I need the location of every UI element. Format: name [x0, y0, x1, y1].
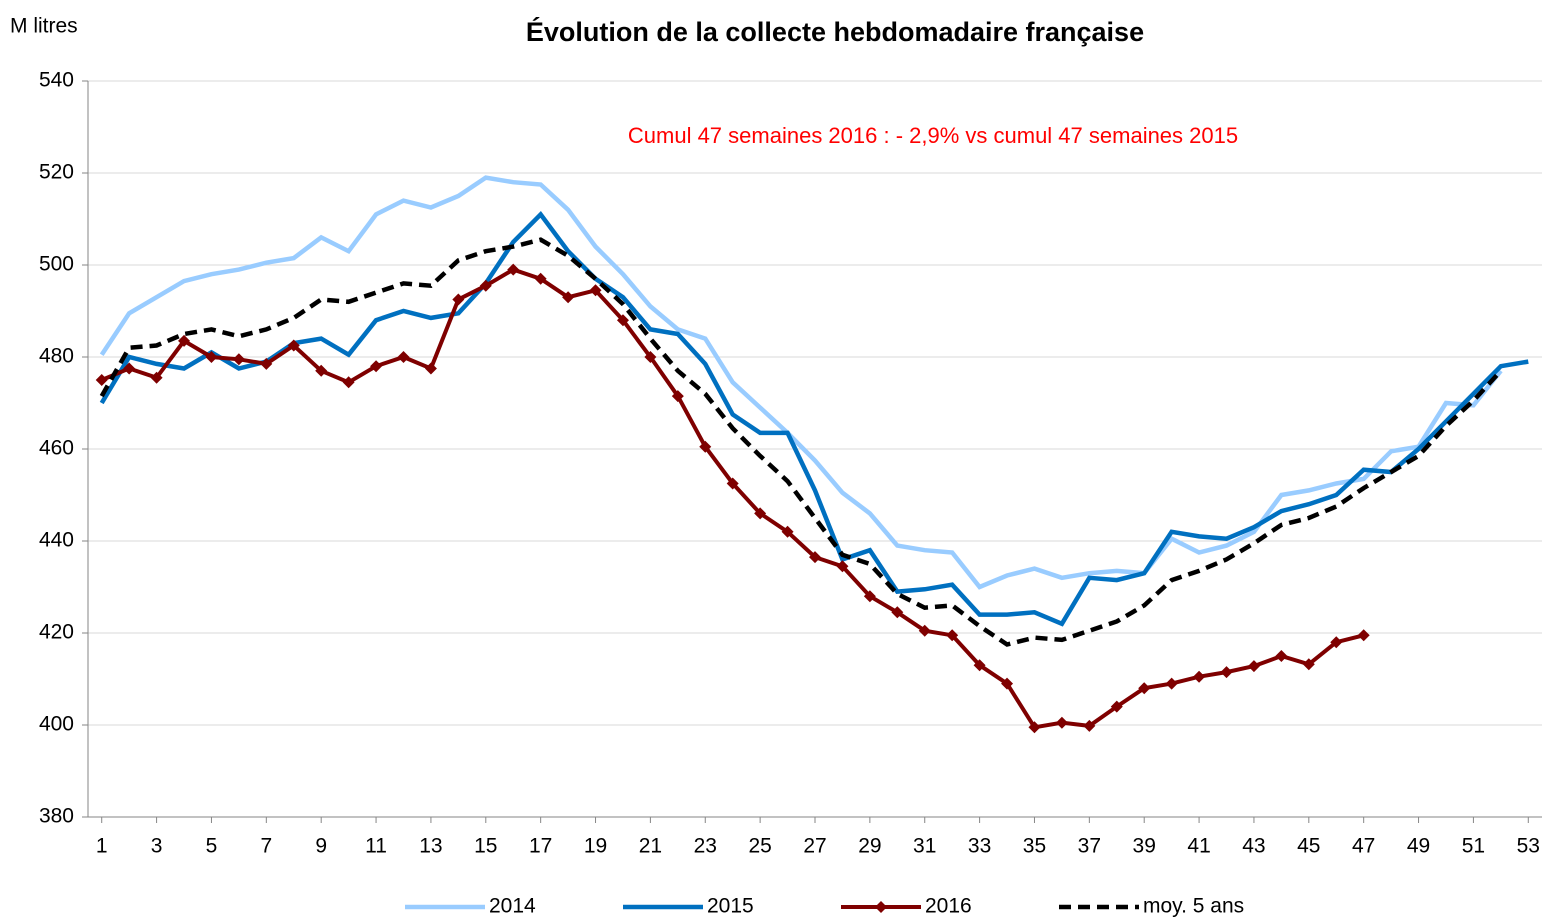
legend-label: moy. 5 ans — [1143, 895, 1244, 918]
legend-label: 2014 — [489, 895, 536, 918]
data-point — [507, 263, 520, 276]
data-point — [1138, 682, 1151, 695]
legend-marker — [875, 901, 887, 913]
data-point — [562, 291, 575, 304]
data-point — [863, 590, 876, 603]
data-point — [891, 606, 904, 619]
x-tick-label: 9 — [315, 835, 327, 858]
data-point — [1302, 658, 1315, 671]
data-point — [205, 351, 218, 363]
x-tick-label: 25 — [748, 835, 771, 858]
data-point — [95, 374, 108, 386]
x-tick-label: 27 — [803, 835, 826, 858]
series-line — [99, 237, 1503, 647]
data-point — [973, 659, 986, 672]
x-tick-label: 51 — [1462, 835, 1485, 858]
data-point — [836, 560, 849, 573]
x-tick-label: 7 — [260, 835, 272, 858]
x-tick-label: 31 — [913, 835, 936, 858]
data-point — [315, 364, 328, 377]
data-point — [534, 272, 547, 285]
x-tick-label: 17 — [529, 835, 552, 858]
x-tick-label: 23 — [694, 835, 717, 858]
x-tick-label: 19 — [584, 835, 607, 858]
data-point — [809, 551, 821, 564]
x-tick-label: 1 — [96, 835, 108, 858]
data-point — [699, 440, 712, 453]
data-point — [1110, 700, 1123, 713]
x-tick-label: 11 — [365, 835, 387, 858]
x-tick-label: 43 — [1242, 835, 1265, 858]
y-axis-label: M litres — [10, 15, 78, 38]
data-point — [1193, 670, 1206, 683]
x-tick-label: 35 — [1023, 835, 1046, 858]
data-point — [1220, 666, 1233, 679]
y-tick-label: 400 — [39, 713, 74, 736]
data-point — [342, 376, 355, 389]
y-tick-label: 540 — [39, 69, 74, 92]
data-point — [589, 284, 602, 297]
data-point — [1247, 660, 1260, 673]
data-point — [671, 390, 684, 403]
legend-label: 2015 — [707, 895, 754, 918]
x-tick-label: 3 — [151, 835, 163, 858]
data-point — [1001, 677, 1014, 690]
x-tick-label: 45 — [1297, 835, 1320, 858]
data-point — [616, 314, 629, 327]
x-tick-label: 33 — [968, 835, 991, 858]
data-point — [1330, 636, 1343, 649]
data-point — [424, 362, 437, 375]
legend-label: 2016 — [925, 895, 972, 918]
data-point — [781, 525, 794, 538]
data-point — [1028, 721, 1041, 734]
data-point — [479, 279, 492, 292]
x-tick-label: 49 — [1407, 835, 1430, 858]
data-point — [370, 360, 383, 373]
x-tick-label: 15 — [474, 835, 497, 858]
x-tick-label: 39 — [1133, 835, 1156, 858]
y-tick-label: 480 — [39, 345, 74, 368]
x-tick-label: 13 — [419, 835, 442, 858]
y-tick-label: 520 — [39, 161, 74, 184]
x-tick-label: 29 — [858, 835, 881, 858]
x-tick-label: 5 — [206, 835, 218, 858]
y-tick-label: 420 — [39, 621, 74, 644]
annotation: Cumul 47 semaines 2016 : - 2,9% vs cumul… — [628, 123, 1238, 148]
x-tick-label: 37 — [1078, 835, 1101, 858]
data-point — [1275, 650, 1288, 662]
data-point — [918, 624, 931, 637]
y-tick-label: 440 — [39, 529, 74, 552]
data-point — [1083, 719, 1096, 732]
data-point — [1055, 716, 1068, 729]
data-point — [754, 507, 767, 520]
chart-title: Évolution de la collecte hebdomadaire fr… — [526, 16, 1144, 47]
y-tick-label: 380 — [39, 805, 74, 828]
data-point — [1165, 677, 1178, 690]
data-point — [644, 351, 657, 363]
data-point — [178, 334, 191, 347]
y-tick-label: 500 — [39, 253, 74, 276]
data-point — [452, 293, 465, 306]
data-point — [397, 351, 410, 363]
series-line — [100, 267, 1365, 730]
data-point — [260, 357, 273, 370]
data-point — [123, 362, 136, 375]
x-tick-label: 47 — [1352, 835, 1375, 858]
series-line — [99, 210, 1529, 627]
data-point — [232, 353, 245, 366]
data-point — [287, 339, 300, 352]
x-tick-label: 53 — [1517, 835, 1540, 858]
data-point — [946, 629, 959, 642]
data-point — [726, 477, 739, 490]
x-tick-label: 41 — [1187, 835, 1210, 858]
series-line — [99, 175, 1503, 590]
data-point — [1357, 629, 1370, 642]
y-tick-label: 460 — [39, 437, 74, 460]
x-tick-label: 21 — [639, 835, 662, 858]
data-point — [150, 371, 163, 384]
